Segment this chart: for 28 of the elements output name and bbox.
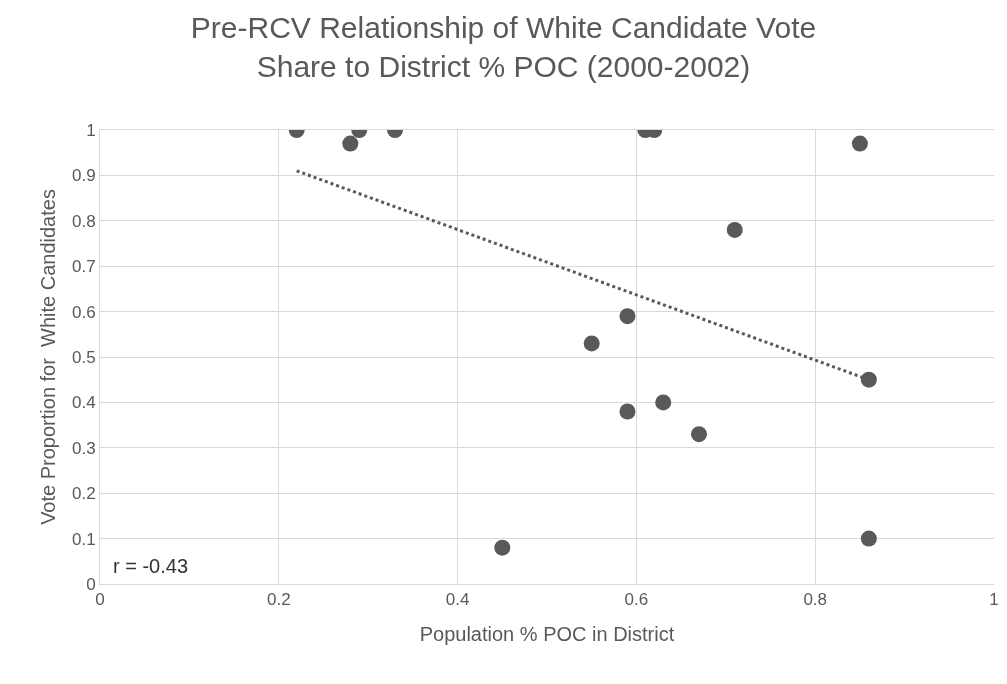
point: [690, 426, 707, 443]
point: [655, 394, 672, 411]
y-tick-label: 0.3: [71, 438, 96, 458]
y-tick-label: 1: [86, 120, 96, 140]
point: [619, 308, 636, 325]
y-tick-label: 0.1: [71, 529, 96, 549]
x-axis-title: Population % POC in District: [419, 622, 675, 645]
y-tick-label: 0.4: [71, 393, 96, 413]
point: [860, 371, 877, 388]
y-tick-label: 0.9: [71, 166, 96, 186]
x-tick-label: 0.4: [445, 590, 470, 610]
point: [583, 335, 600, 352]
y-tick-label: 0.5: [71, 347, 96, 367]
x-tick-label: 0.6: [624, 590, 649, 610]
annotation: r = -0.43: [113, 555, 189, 577]
point: [860, 530, 877, 547]
y-tick-label: 0.2: [71, 484, 96, 504]
chart-title: Pre-RCV Relationship of White Candidate Vote Share to District % POC (2000-2002): [190, 10, 817, 83]
x-tick-label: 0.2: [266, 590, 291, 610]
x-tick-label: 1: [989, 590, 999, 610]
y-tick-label: 0.6: [71, 302, 96, 322]
y-tick-label: 0.8: [71, 211, 96, 231]
point: [494, 539, 511, 556]
point: [619, 403, 636, 420]
x-tick-label: 0.8: [803, 590, 828, 610]
y-tick-label: 0: [86, 574, 96, 594]
y-axis-title: Vote Proportion for White Candidates: [37, 189, 60, 525]
y-tick-label: 0.7: [71, 257, 96, 277]
